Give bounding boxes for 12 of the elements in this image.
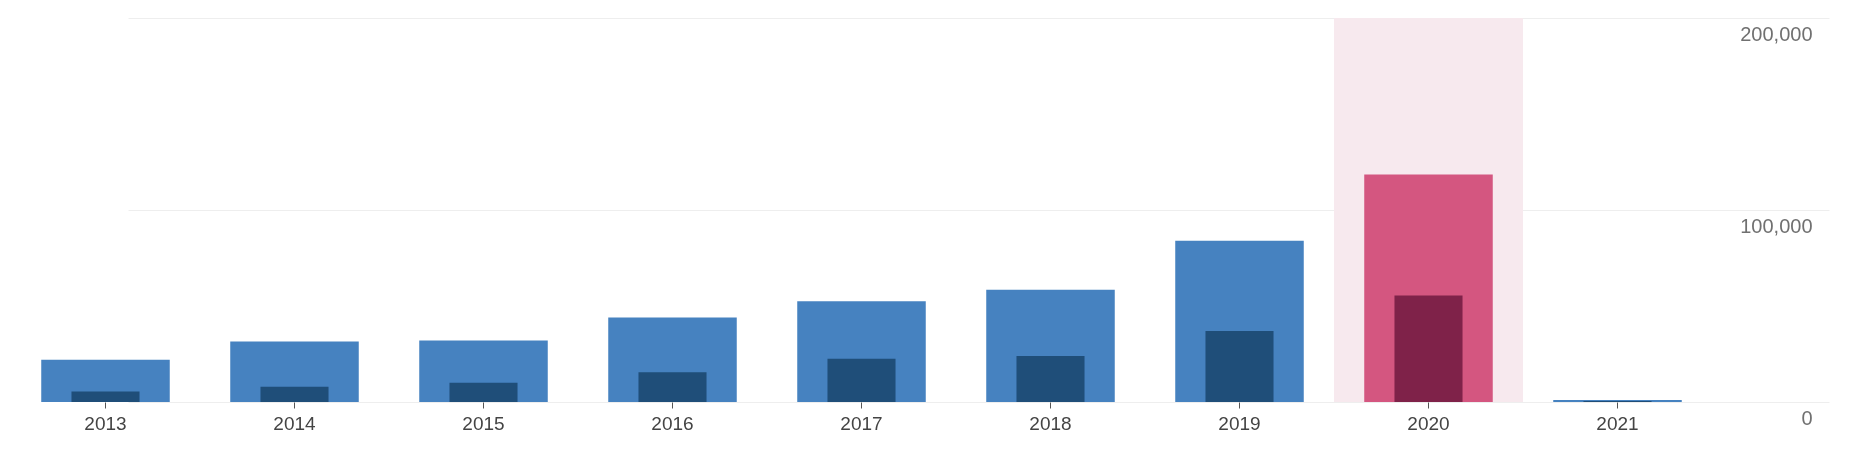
x-tick-label: 2017: [840, 412, 883, 434]
x-tick-label: 2018: [1029, 412, 1072, 434]
x-tick-label: 2019: [1218, 412, 1261, 434]
x-tick-label: 2014: [273, 412, 317, 434]
x-tick-label: 2015: [462, 412, 505, 434]
x-tick-label: 2013: [84, 412, 127, 434]
y-tick-label: 200,000: [1740, 22, 1813, 45]
x-tick-label: 2021: [1596, 412, 1639, 434]
y-tick-label: 0: [1801, 406, 1813, 429]
x-tick-label: 2016: [651, 412, 694, 434]
y-tick-label: 100,000: [1740, 214, 1813, 237]
x-tick-label: 2020: [1407, 412, 1450, 434]
